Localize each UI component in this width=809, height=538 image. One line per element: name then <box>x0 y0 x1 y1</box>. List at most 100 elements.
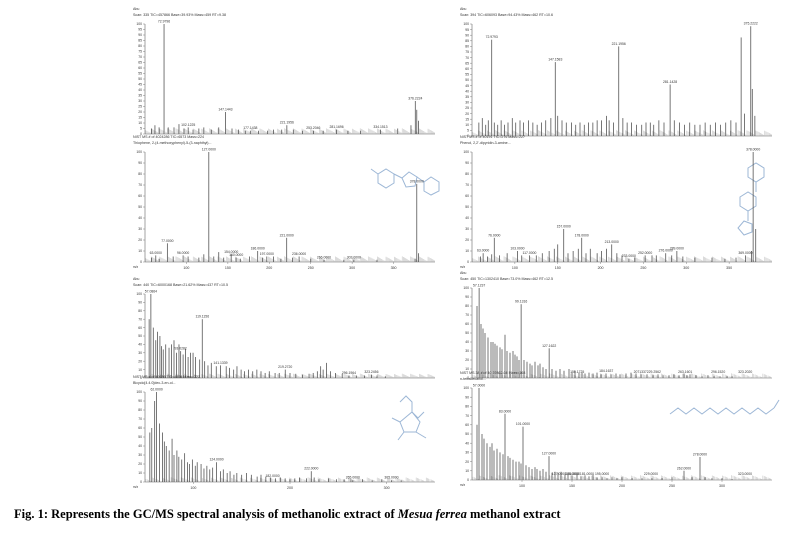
peak-label: 281.1696 <box>329 125 343 129</box>
y-tick-label: 0 <box>140 260 142 264</box>
y-tick-label: 30 <box>465 101 469 105</box>
y-tick-label: 10 <box>465 249 469 253</box>
y-tick-label: 90 <box>465 33 469 37</box>
y-tick-label: 20 <box>138 359 142 363</box>
peak-label: 147.1583 <box>548 58 562 62</box>
y-tick-label: 50 <box>465 331 469 335</box>
x-unit-label: m/z <box>133 265 139 269</box>
panel-header-text: NIST MS # of 49186 TIC=4494 Mass=222 <box>133 375 200 379</box>
panel-header-text: Scan: 440 TIC=6000168 Base=21.62% Mass=4… <box>133 283 228 287</box>
y-tick-label: 100 <box>463 386 469 390</box>
y-tick-label: 90 <box>138 301 142 305</box>
y-tick-label: 30 <box>138 227 142 231</box>
y-tick-label: 40 <box>138 444 142 448</box>
panel-header-text: Scan: 450 TIC=1302410 Base=73.0% Mass=46… <box>460 277 553 281</box>
peak-label: 119.1156 <box>195 315 209 319</box>
y-tick-label: 70 <box>465 56 469 60</box>
panel-header-text: Abu <box>133 277 139 281</box>
y-tick-label: 50 <box>138 435 142 439</box>
y-tick-label: 60 <box>465 67 469 71</box>
y-tick-label: 30 <box>465 227 469 231</box>
y-tick-label: 10 <box>138 249 142 253</box>
y-tick-label: 30 <box>138 453 142 457</box>
spectrum-panel-c-library: NIST MS # of 49186 TIC=4494 Mass=222 Bicy… <box>133 375 435 490</box>
peak-label: 165.0000 181.0000 195.0000 <box>565 472 609 476</box>
y-tick-label: 80 <box>138 44 142 48</box>
y-tick-label: 40 <box>138 88 142 92</box>
y-tick-label: 90 <box>138 399 142 403</box>
peak-label: 182.0000 <box>266 474 280 478</box>
peak-label: 376.2224 <box>408 97 422 101</box>
structure-a-icon <box>370 168 440 196</box>
y-tick-label: 40 <box>465 441 469 445</box>
peak-label: 2071337229.2562 <box>634 370 661 374</box>
panel-header-text: Thiophene, 2-(4-methoxyphenyl)-5-(3-naph… <box>133 141 212 145</box>
x-tick-label: 200 <box>619 484 625 488</box>
y-tick-label: 10 <box>138 368 142 372</box>
peak-label: 63.0000 <box>150 251 162 255</box>
y-tick-label: 60 <box>138 194 142 198</box>
peak-label: 278.0000 <box>693 453 707 457</box>
peak-label: 222.0000 <box>304 467 318 471</box>
y-tick-label: 0 <box>140 480 142 484</box>
x-tick-label: 100 <box>512 266 518 270</box>
y-tick-label: 0 <box>467 478 469 482</box>
peak-label: 177.1438 <box>243 126 257 130</box>
peak-label: 296.1520 <box>711 370 725 374</box>
y-tick-label: 60 <box>138 426 142 430</box>
peak-label: 323.2020 <box>738 370 752 374</box>
y-tick-label: 65 <box>138 61 142 65</box>
y-tick-label: 40 <box>465 216 469 220</box>
y-tick-label: 70 <box>138 317 142 321</box>
peak-label: 265.0000 <box>346 476 360 480</box>
y-tick-label: 100 <box>136 390 142 394</box>
peak-label: 76.0000 <box>488 233 500 237</box>
peak-label: 219.2720 <box>278 365 292 369</box>
y-tick-label: 95 <box>138 28 142 32</box>
y-tick-label: 100 <box>136 150 142 154</box>
y-tick-label: 10 <box>465 123 469 127</box>
y-tick-label: 95 <box>465 28 469 32</box>
peak-label: 302.0000 <box>347 255 361 259</box>
peak-label: 253.2046 <box>306 126 320 130</box>
y-tick-label: 10 <box>465 367 469 371</box>
y-tick-label: 30 <box>138 351 142 355</box>
y-tick-label: 30 <box>138 99 142 103</box>
peak-label: 221.1956 <box>280 121 294 125</box>
panel-header-text: Abu <box>133 7 139 11</box>
y-tick-label: 35 <box>138 94 142 98</box>
peak-label: 96.0000 <box>177 251 189 255</box>
y-tick-label: 20 <box>465 238 469 242</box>
peak-label: 103.0000 <box>510 247 524 251</box>
y-tick-label: 0 <box>467 134 469 138</box>
peak-label: 160.0000 <box>229 253 243 257</box>
y-tick-label: 80 <box>138 172 142 176</box>
peak-label: 289.0000 <box>670 247 684 251</box>
peak-label: 137.0000 <box>552 472 566 476</box>
x-tick-label: 300 <box>683 266 689 270</box>
peak-label: 281.1428 <box>663 80 677 84</box>
x-tick-label: 350 <box>726 266 732 270</box>
peak-label: 101.0000 <box>516 422 530 426</box>
y-tick-label: 5 <box>467 129 469 133</box>
y-tick-label: 0 <box>467 376 469 380</box>
peak-label: 77.0000 <box>161 239 173 243</box>
y-tick-label: 80 <box>465 45 469 49</box>
panel-header-text: NIST MS # of 40191 TIC=276 Mass=227 <box>460 135 525 139</box>
panel-header-text: Scan: 394 TIC=606093 Base=94.43% Mass=46… <box>460 13 553 17</box>
peak-label: 127.1622 <box>542 344 556 348</box>
x-tick-label: 250 <box>640 266 646 270</box>
peak-label: 57.0864 <box>145 290 157 294</box>
peak-label: 369.0000 <box>738 251 752 255</box>
y-tick-label: 20 <box>465 112 469 116</box>
panel-header-text: NIST MS 38 # of 40 22862-08 Mass=168 <box>460 371 525 375</box>
peak-label: 72.9793 <box>486 35 498 39</box>
y-tick-label: 100 <box>136 292 142 296</box>
peak-label: 62.0000 <box>150 388 162 392</box>
y-tick-label: 100 <box>463 22 469 26</box>
x-tick-label: 150 <box>225 266 231 270</box>
peak-label: 57.1237 <box>473 284 485 288</box>
x-tick-label: 300 <box>384 486 390 490</box>
peak-label: 305.0000 <box>384 476 398 480</box>
panel-header-text: Abu <box>460 271 466 275</box>
